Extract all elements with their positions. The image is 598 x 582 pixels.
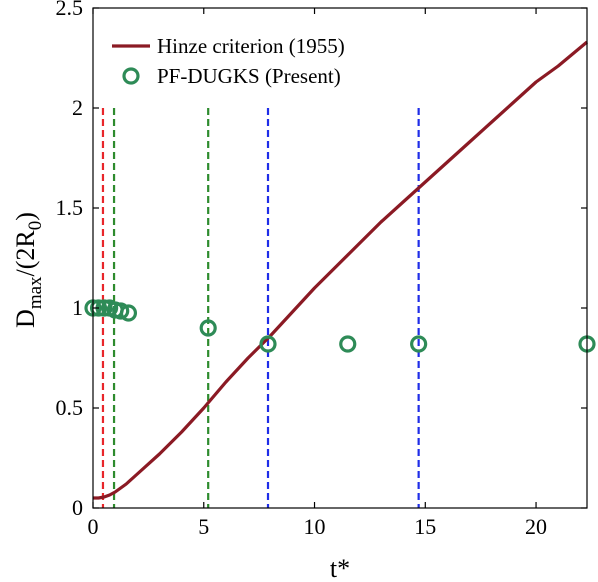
y-tick-label: 2 bbox=[72, 95, 83, 120]
y-axis-title: Dmax/(2R0) bbox=[11, 212, 46, 328]
y-tick-label: 2.5 bbox=[56, 0, 84, 20]
y-tick-label: 1 bbox=[72, 295, 83, 320]
y-tick-label: 0 bbox=[72, 495, 83, 520]
scatter-point bbox=[119, 304, 138, 322]
legend-marker-pfdugks bbox=[122, 67, 140, 85]
x-tick-label: 20 bbox=[525, 514, 547, 539]
x-tick-label: 5 bbox=[198, 514, 209, 539]
axes: 0 5 10 15 20 0 0.5 1 1.5 2 2.5 bbox=[56, 0, 588, 539]
scatter-point bbox=[259, 335, 277, 353]
plot-area bbox=[84, 40, 596, 508]
scatter-point bbox=[89, 299, 108, 317]
x-tick-label: 0 bbox=[88, 514, 99, 539]
legend: Hinze criterion (1955) PF-DUGKS (Present) bbox=[112, 34, 345, 88]
series-line-hinze bbox=[93, 40, 589, 500]
y-tick-label: 1.5 bbox=[56, 195, 84, 220]
scatter-point bbox=[199, 319, 217, 337]
legend-label-hinze: Hinze criterion (1955) bbox=[157, 34, 345, 58]
scatter-point bbox=[410, 335, 428, 353]
legend-label-pfdugks: PF-DUGKS (Present) bbox=[157, 64, 341, 88]
y-tick-label: 0.5 bbox=[56, 395, 84, 420]
scatter-point bbox=[112, 302, 130, 320]
x-tick-label: 10 bbox=[304, 514, 326, 539]
x-axis-title: t* bbox=[330, 554, 350, 582]
scatter-point bbox=[339, 335, 357, 353]
axes-box bbox=[92, 7, 588, 509]
x-tick-label: 15 bbox=[414, 514, 436, 539]
